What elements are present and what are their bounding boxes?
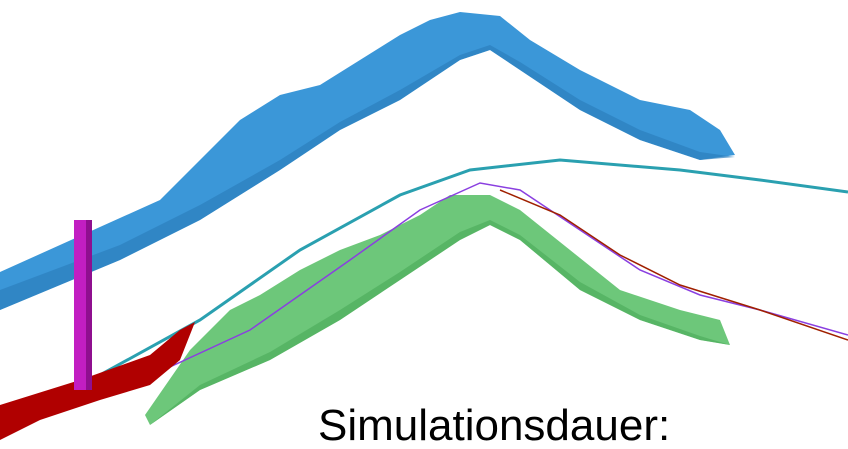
simulation-render: Simulationsdauer: [0,0,848,449]
green-surface [145,195,730,425]
magenta-post-shade [86,220,92,390]
page: Simulationsdauer: (() => { const data = … [0,0,848,449]
caption: Simulationsdauer: [318,401,670,449]
